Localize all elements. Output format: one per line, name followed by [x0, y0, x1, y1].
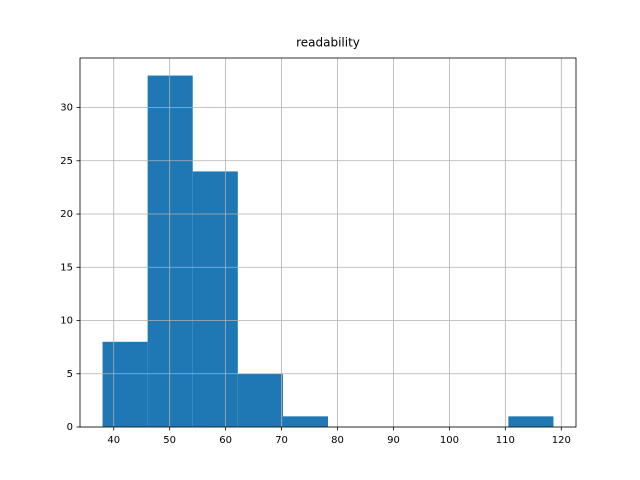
x-tick-label: 120 [552, 435, 571, 446]
x-tick-label: 50 [163, 435, 176, 446]
chart-title: readability [296, 36, 360, 50]
bar [192, 171, 238, 427]
y-tick-label: 5 [67, 369, 73, 380]
y-tick-label: 25 [60, 156, 73, 167]
axes-frame [79, 57, 577, 428]
x-tick-label: 70 [275, 435, 288, 446]
x-tick-label: 90 [387, 435, 400, 446]
bar [508, 416, 554, 427]
x-tick-label: 60 [219, 435, 232, 446]
bar [102, 341, 148, 427]
y-tick-label: 30 [60, 103, 73, 114]
x-tick-label: 100 [440, 435, 459, 446]
y-tick-label: 20 [60, 209, 73, 220]
x-tick-label: 40 [107, 435, 120, 446]
bar [282, 416, 328, 427]
bar [147, 75, 193, 428]
y-tick-label: 10 [60, 316, 73, 327]
y-tick-label: 15 [60, 262, 73, 273]
y-tick-label: 0 [67, 422, 73, 433]
x-tick-label: 80 [331, 435, 344, 446]
bar [237, 373, 283, 427]
x-tick-label: 110 [496, 435, 515, 446]
